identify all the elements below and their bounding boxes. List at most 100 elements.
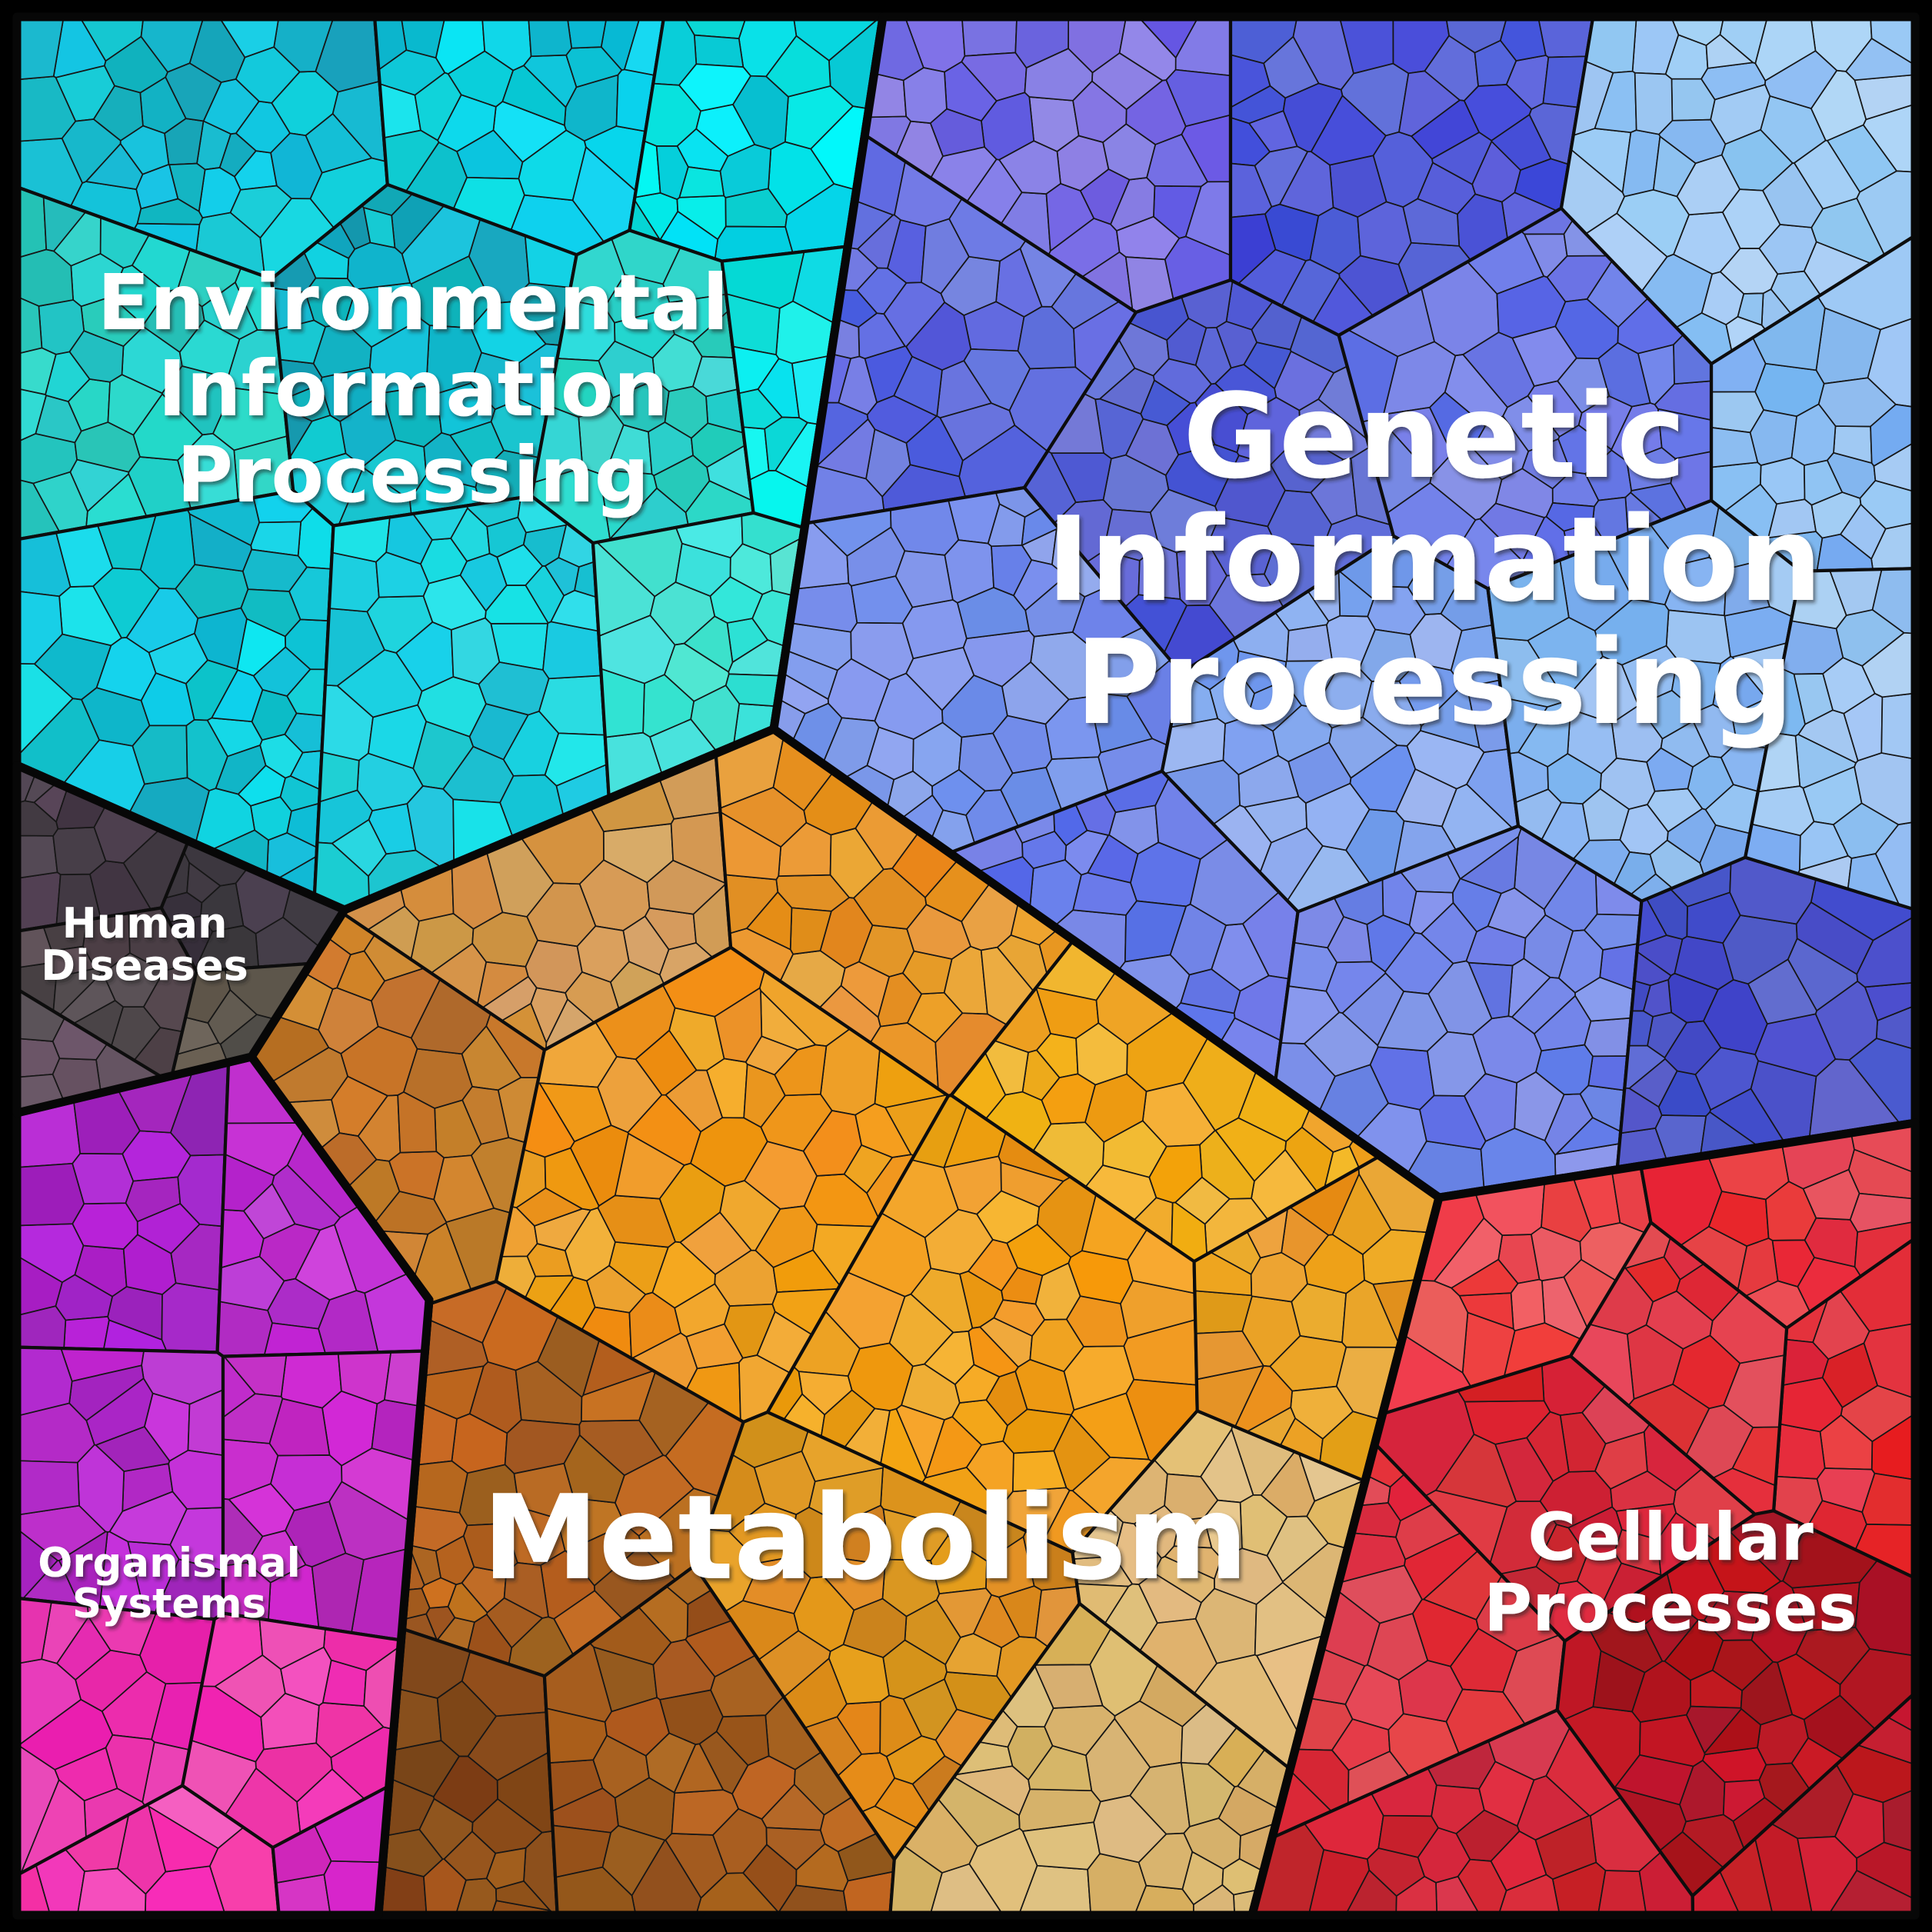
pathway-cell bbox=[218, 132, 257, 178]
pathway-cell bbox=[1431, 132, 1493, 185]
pathway-cell bbox=[16, 1038, 61, 1078]
region-label-line: Organismal bbox=[38, 1540, 301, 1587]
pathway-cell bbox=[323, 1860, 384, 1916]
pathway-cell bbox=[987, 503, 1026, 548]
pathway-cell bbox=[545, 557, 580, 597]
region-label-line: Processing bbox=[1075, 615, 1794, 751]
pathway-cell bbox=[1511, 976, 1576, 1034]
pathway-cell bbox=[1072, 872, 1138, 916]
pathway-cell bbox=[828, 1644, 890, 1705]
pathway-cell bbox=[105, 1734, 155, 1803]
pathway-cell bbox=[1325, 961, 1387, 1014]
pathway-cell bbox=[1327, 916, 1373, 964]
pathway-cell bbox=[1790, 403, 1837, 466]
pathway-cell bbox=[1113, 1521, 1162, 1585]
region-metabolism bbox=[247, 724, 1444, 1920]
pathway-cell bbox=[1103, 508, 1160, 561]
pathway-cell bbox=[597, 1194, 676, 1248]
pathway-cell bbox=[1810, 491, 1862, 539]
pathway-cell bbox=[411, 1460, 468, 1514]
pathway-cell bbox=[728, 1502, 798, 1564]
pathway-cell bbox=[1093, 1794, 1168, 1864]
pathway-cell bbox=[270, 132, 323, 200]
pathway-cell bbox=[1000, 1161, 1064, 1208]
region-label-line: Processes bbox=[1484, 1570, 1857, 1647]
pathway-cell bbox=[954, 1364, 1001, 1404]
region-label-line: Cellular bbox=[1527, 1499, 1814, 1576]
pathway-cell bbox=[1631, 1660, 1691, 1723]
pathway-cell bbox=[1264, 203, 1320, 261]
pathway-cell bbox=[1236, 396, 1301, 466]
pathway-cell bbox=[789, 582, 858, 633]
pathway-cell bbox=[645, 1732, 697, 1794]
pathway-cell bbox=[1045, 182, 1095, 252]
region-label-genetic-information-processing: Genetic Information Processing bbox=[1047, 368, 1823, 751]
pathway-cell bbox=[92, 85, 144, 142]
pathway-cell bbox=[243, 1183, 296, 1240]
pathway-cell bbox=[58, 1531, 108, 1608]
pathway-cell bbox=[1787, 938, 1859, 1011]
pathway-cell bbox=[808, 1467, 884, 1525]
pathway-cell bbox=[1408, 891, 1454, 934]
pathway-cell bbox=[905, 647, 975, 711]
region-label-line: Information bbox=[1047, 491, 1823, 628]
region-label-line: Genetic bbox=[1183, 368, 1686, 505]
pathway-cell bbox=[102, 952, 165, 1008]
label-layer: Environmental Information Processing Geneti… bbox=[38, 258, 1857, 1647]
pathway-cell bbox=[883, 281, 945, 348]
pathway-cell bbox=[1310, 95, 1387, 166]
pathway-cell bbox=[1775, 1423, 1826, 1480]
pathway-cell bbox=[719, 811, 782, 881]
pathway-cell bbox=[74, 421, 141, 473]
pathway-cell bbox=[375, 551, 430, 598]
pathway-cell bbox=[462, 1523, 518, 1574]
pathway-cell bbox=[1615, 1503, 1677, 1541]
pathway-cell bbox=[664, 642, 730, 702]
pathway-cell bbox=[72, 1153, 135, 1205]
pathway-cell bbox=[485, 1597, 543, 1649]
pathway-cell bbox=[1526, 1411, 1570, 1482]
region-genetic-information-processing bbox=[769, 12, 1920, 1202]
pathway-cell bbox=[1584, 1017, 1632, 1058]
pathway-cell bbox=[761, 1784, 825, 1831]
pathway-cell bbox=[373, 1191, 448, 1235]
pathway-cell bbox=[685, 1323, 744, 1370]
pathway-cell bbox=[1737, 292, 1764, 326]
pathway-cell bbox=[874, 1777, 931, 1829]
region-label-line: Systems bbox=[72, 1581, 266, 1627]
pathway-cell bbox=[148, 1805, 219, 1873]
region-cellular-processes bbox=[1247, 1118, 1920, 1920]
pathway-cell bbox=[1665, 609, 1731, 665]
pathway-cell bbox=[168, 1449, 224, 1510]
pathway-cell bbox=[601, 1824, 666, 1897]
region-label-line: Environmental bbox=[98, 258, 729, 348]
pathway-cell bbox=[693, 34, 744, 68]
pathway-cell bbox=[881, 1558, 941, 1617]
pathway-cell bbox=[1181, 1761, 1236, 1827]
pathway-cell bbox=[1478, 1760, 1535, 1827]
pathway-cell bbox=[1534, 994, 1592, 1052]
pathway-cell bbox=[1762, 162, 1824, 228]
pathway-cell bbox=[1880, 692, 1916, 760]
pathway-cell bbox=[1024, 580, 1086, 638]
pathway-cell bbox=[1149, 488, 1221, 554]
pathway-cell bbox=[1377, 1814, 1439, 1858]
pathway-cell bbox=[136, 198, 204, 225]
pathway-cell bbox=[1148, 1144, 1203, 1204]
pathway-cell bbox=[1626, 447, 1676, 491]
pathway-cell bbox=[1270, 434, 1344, 494]
pathway-cell bbox=[1331, 1173, 1392, 1255]
pathway-cell bbox=[1214, 364, 1277, 415]
pathway-cell bbox=[161, 1282, 221, 1354]
pathway-cell bbox=[1597, 1870, 1647, 1916]
pathway-cell bbox=[968, 1238, 1018, 1292]
pathway-cell bbox=[1494, 1437, 1554, 1502]
pathway-cell bbox=[714, 987, 763, 1063]
pathway-cell bbox=[447, 1582, 488, 1623]
pathway-cell bbox=[211, 669, 264, 723]
pathway-cell bbox=[1166, 318, 1208, 366]
pathway-cell bbox=[1250, 1251, 1308, 1303]
pathway-cell bbox=[665, 1069, 724, 1133]
pathway-cell bbox=[1247, 680, 1302, 732]
